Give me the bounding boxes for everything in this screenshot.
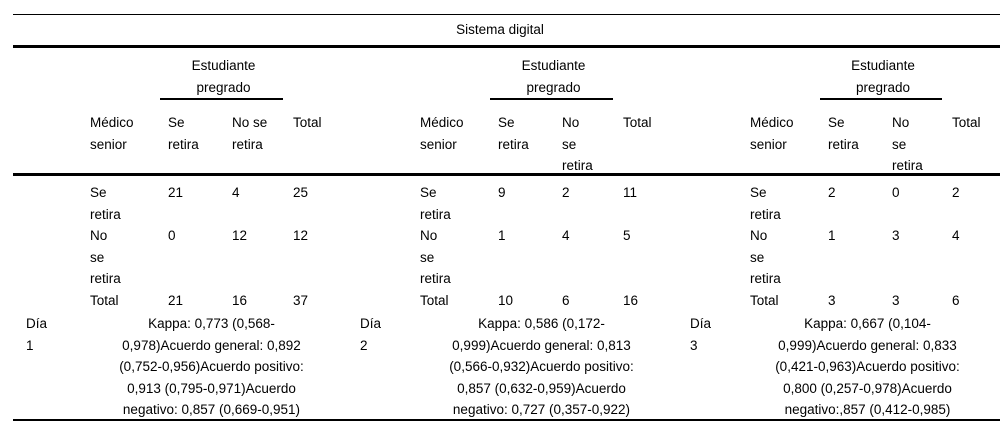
value-day1-nose-se: 0 — [168, 228, 176, 243]
value-day2-se-nose: 2 — [562, 185, 570, 200]
value-day1-nose-nose: 12 — [232, 228, 248, 243]
bottom-rule — [13, 419, 1000, 421]
value-day1-total-se: 21 — [168, 293, 184, 308]
value-day1-total-total: 37 — [293, 293, 309, 308]
value-day3-total-se: 3 — [828, 293, 836, 308]
value-day3-total-nose: 3 — [892, 293, 900, 308]
table-grid: Estudiante pregrado Estudiante pregrado … — [15, 47, 985, 419]
header-se-retira-day2: Se retira — [498, 115, 529, 152]
header-medico-senior-day1: Médico senior — [90, 115, 134, 152]
day-label-1: Día 1 — [26, 316, 48, 353]
row-label-total-day3: Total — [750, 293, 779, 308]
value-day3-nose-nose: 3 — [892, 228, 900, 243]
value-day2-total-nose: 6 — [562, 293, 570, 308]
header-se-retira-day1: Se retira — [168, 115, 199, 152]
row-label-se-retira-day3: Se retira — [750, 185, 781, 222]
header-total-day2: Total — [623, 115, 652, 130]
table-title: Sistema digital — [456, 22, 544, 37]
header-total-day1: Total — [293, 115, 322, 130]
stats-day1: Kappa: 0,773 (0,568- 0,978)Acuerdo gener… — [119, 316, 304, 418]
row-label-no-se-retira-day3: No se retira — [750, 228, 781, 287]
spanner-estudiante-pregrado-day3: Estudiante pregrado — [820, 47, 952, 100]
value-day3-se-nose: 0 — [892, 185, 900, 200]
value-day1-se-total: 25 — [293, 185, 309, 200]
row-label-no-se-retira-day1: No se retira — [90, 228, 121, 287]
value-day3-nose-se: 1 — [828, 228, 836, 243]
value-day2-se-total: 11 — [623, 185, 638, 200]
top-rule — [13, 14, 1000, 16]
header-medico-senior-day2: Médico senior — [420, 115, 464, 152]
header-medico-senior-day3: Médico senior — [750, 115, 794, 152]
value-day2-se-se: 9 — [498, 185, 506, 200]
value-day3-se-total: 2 — [952, 185, 960, 200]
value-day3-nose-total: 4 — [952, 228, 960, 243]
header-no-se-retira-day2: No se retira — [562, 115, 593, 174]
header-total-day3: Total — [952, 115, 981, 130]
header-no-se-retira-day1: No se retira — [232, 115, 268, 152]
stats-day2: Kappa: 0,586 (0,172- 0,999)Acuerdo gener… — [449, 316, 634, 418]
value-day1-total-nose: 16 — [232, 293, 248, 308]
header-divider-rule — [13, 173, 1000, 176]
value-day2-total-total: 16 — [623, 293, 639, 308]
value-day3-total-total: 6 — [952, 293, 960, 308]
value-day1-nose-total: 12 — [293, 228, 309, 243]
row-label-no-se-retira-day2: No se retira — [420, 228, 451, 287]
title-divider-rule — [13, 45, 1000, 48]
header-no-se-retira-day3: No se retira — [892, 115, 923, 174]
value-day2-nose-nose: 4 — [562, 228, 570, 243]
spanner-estudiante-pregrado-day1: Estudiante pregrado — [160, 47, 293, 100]
header-se-retira-day3: Se retira — [828, 115, 859, 152]
stats-day3: Kappa: 0,667 (0,104- 0,999)Acuerdo gener… — [775, 316, 960, 418]
spanner-estudiante-pregrado-day2: Estudiante pregrado — [490, 47, 623, 100]
value-day2-nose-total: 5 — [623, 228, 631, 243]
value-day1-se-se: 21 — [168, 185, 184, 200]
row-label-se-retira-day2: Se retira — [420, 185, 451, 222]
row-label-total-day2: Total — [420, 293, 449, 308]
row-label-se-retira-day1: Se retira — [90, 185, 121, 222]
day-label-3: Día 3 — [690, 316, 712, 353]
row-label-total-day1: Total — [90, 293, 119, 308]
day-label-2: Día 2 — [360, 316, 382, 353]
value-day3-se-se: 2 — [828, 185, 836, 200]
value-day2-total-se: 10 — [498, 293, 514, 308]
value-day1-se-nose: 4 — [232, 185, 240, 200]
value-day2-nose-se: 1 — [498, 228, 506, 243]
